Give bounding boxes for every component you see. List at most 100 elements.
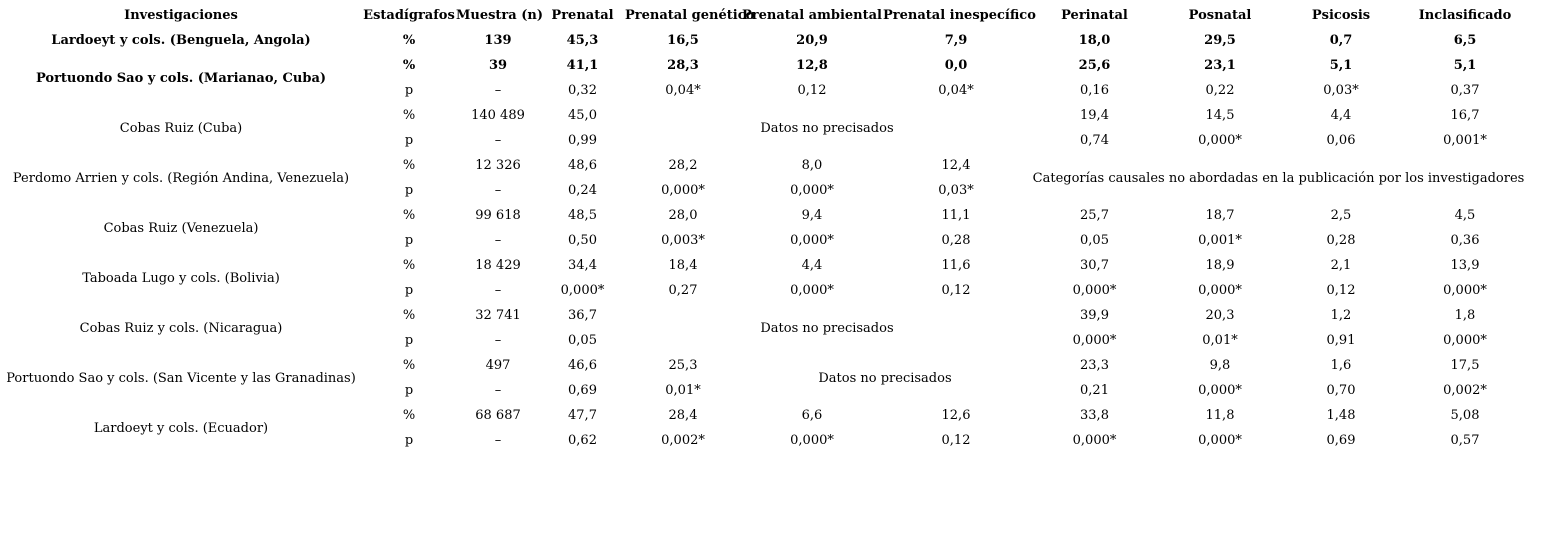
- table-cell: 0,000*: [1072, 333, 1117, 349]
- table-row: p – 0,69 0,01* 0,21 0,000* 0,70 0,002*: [0, 379, 1528, 404]
- study-name-cell: Taboada Lugo y cols. (Bolivia): [82, 270, 280, 286]
- table-cell: 11,8: [1205, 408, 1235, 424]
- table-cell: 0,0: [944, 58, 968, 74]
- column-header: Posnatal: [1188, 8, 1252, 24]
- table-cell: 0,03*: [1323, 83, 1359, 99]
- study-name-cell: Perdomo Arrien y cols. (Región Andina, V…: [12, 170, 350, 186]
- table-cell: 0,01*: [665, 383, 701, 399]
- column-header: Psicosis: [1311, 8, 1371, 24]
- table-cell: 12,6: [941, 408, 971, 424]
- merged-note-cell: Datos no precisados: [760, 320, 894, 336]
- table-cell: 12 326: [475, 158, 521, 174]
- merged-note-cell: Datos no precisados: [760, 120, 894, 136]
- table-cell: 0,32: [568, 83, 597, 99]
- table-cell: 0,12: [941, 283, 971, 299]
- table-cell: p: [404, 183, 414, 199]
- table-cell: 9,4: [801, 208, 823, 224]
- header-row: Investigaciones Estadígrafos Muestra (n) Pr…: [0, 4, 1528, 29]
- table-row: Perdomo Arrien y cols. (Región Andina, V…: [0, 154, 1528, 186]
- table-cell: 0,000*: [1198, 133, 1242, 149]
- table-cell: p: [404, 333, 414, 349]
- table-cell: 17,5: [1450, 358, 1480, 374]
- table-cell: 0,7: [1329, 33, 1353, 49]
- table-cell: 18,0: [1078, 33, 1111, 49]
- table-cell: 39,9: [1080, 308, 1109, 324]
- table-cell: –: [494, 83, 502, 99]
- table-cell: –: [494, 433, 502, 449]
- table-cell: 0,000*: [1072, 433, 1117, 449]
- table-cell: 0,03*: [938, 183, 974, 199]
- table-cell: 140 489: [471, 108, 525, 124]
- column-header: Prenatal genético: [625, 8, 755, 24]
- table-cell: 28,3: [667, 58, 699, 74]
- table-cell: –: [494, 233, 502, 249]
- table-cell: 8,0: [801, 158, 823, 174]
- table-cell: 11,1: [941, 208, 971, 224]
- merged-note-cell: Categorías causales no abordadas en la p…: [1032, 170, 1525, 186]
- table-cell: 0,16: [1080, 83, 1109, 99]
- column-header: Inclasificado: [1418, 8, 1512, 24]
- table-cell: 41,1: [566, 58, 599, 74]
- study-name-cell: Portuondo Sao y cols. (San Vicente y las…: [6, 370, 356, 386]
- table-cell: 0,27: [668, 283, 698, 299]
- table-cell: 20,3: [1205, 308, 1235, 324]
- table-cell: 0,99: [568, 133, 597, 149]
- table-cell: 29,5: [1204, 33, 1236, 49]
- table-cell: 23,1: [1204, 58, 1236, 74]
- table-cell: 45,3: [566, 33, 599, 49]
- study-name-cell: Cobas Ruiz (Cuba): [119, 120, 243, 136]
- table-cell: 0,04*: [665, 83, 701, 99]
- table-cell: –: [494, 333, 502, 349]
- table-cell: 0,05: [1080, 233, 1109, 249]
- table-cell: 45,0: [568, 108, 597, 124]
- results-table: Investigaciones Estadígrafos Muestra (n) Pr…: [0, 4, 1528, 454]
- table-cell: %: [402, 358, 416, 374]
- table-cell: 1,48: [1326, 408, 1356, 424]
- table-header: Investigaciones Estadígrafos Muestra (n) Pr…: [0, 4, 1528, 29]
- table-cell: 0,001*: [1198, 233, 1242, 249]
- table-cell: 0,000*: [790, 233, 834, 249]
- table-cell: 0,01*: [1202, 333, 1238, 349]
- table-cell: 0,000*: [790, 183, 834, 199]
- table-cell: 0,69: [1326, 433, 1356, 449]
- table-cell: 0,28: [1326, 233, 1356, 249]
- table-cell: 2,1: [1330, 258, 1352, 274]
- study-name-cell: Portuondo Sao y cols. (Marianao, Cuba): [35, 70, 327, 86]
- table-row: Lardoeyt y cols. (Ecuador)% 68 687 47,7 28,…: [0, 404, 1528, 436]
- table-cell: 0,36: [1450, 233, 1480, 249]
- table-row: Portuondo Sao y cols. (Marianao, Cuba)% 3…: [0, 54, 1528, 86]
- table-cell: 0,003*: [661, 233, 705, 249]
- table-cell: –: [494, 183, 502, 199]
- table-cell: 18,4: [668, 258, 698, 274]
- table-cell: 0,74: [1080, 133, 1109, 149]
- table-cell: 0,12: [797, 83, 827, 99]
- table-cell: 48,5: [568, 208, 597, 224]
- table-cell: 5,08: [1450, 408, 1480, 424]
- table-cell: 1,6: [1330, 358, 1352, 374]
- table-row: p – 0,000* 0,27 0,000* 0,12 0,000* 0,000* 0,12 0,…: [0, 279, 1528, 304]
- table-cell: 28,2: [668, 158, 698, 174]
- table-cell: 18 429: [475, 258, 521, 274]
- table-row: Lardoeyt y cols. (Benguela, Angola)% 139 4…: [0, 29, 1528, 54]
- table-cell: 0,12: [1326, 283, 1356, 299]
- study-name-cell: Cobas Ruiz y cols. (Nicaragua): [79, 320, 283, 336]
- table-cell: 48,6: [568, 158, 597, 174]
- table-cell: 0,000*: [1443, 333, 1487, 349]
- table-cell: 0,06: [1326, 133, 1356, 149]
- table-row: p – 0,50 0,003* 0,000* 0,28 0,05 0,001* 0,28 0,36: [0, 229, 1528, 254]
- column-header: Prenatal inespecífico: [883, 8, 1036, 24]
- table-cell: 0,000*: [1198, 433, 1242, 449]
- table-cell: 34,4: [568, 258, 597, 274]
- table-cell: 0,12: [941, 433, 971, 449]
- table-cell: 18,9: [1205, 258, 1235, 274]
- table-cell: 497: [485, 358, 511, 374]
- table-cell: 12,8: [796, 58, 828, 74]
- column-header: Prenatal: [551, 8, 614, 24]
- table-cell: 0,002*: [661, 433, 705, 449]
- table-cell: %: [402, 258, 416, 274]
- table-cell: 0,002*: [1443, 383, 1487, 399]
- table-cell: 25,7: [1080, 208, 1109, 224]
- table-cell: 12,4: [941, 158, 971, 174]
- table-cell: 0,21: [1080, 383, 1109, 399]
- table-cell: 0,000*: [1198, 283, 1242, 299]
